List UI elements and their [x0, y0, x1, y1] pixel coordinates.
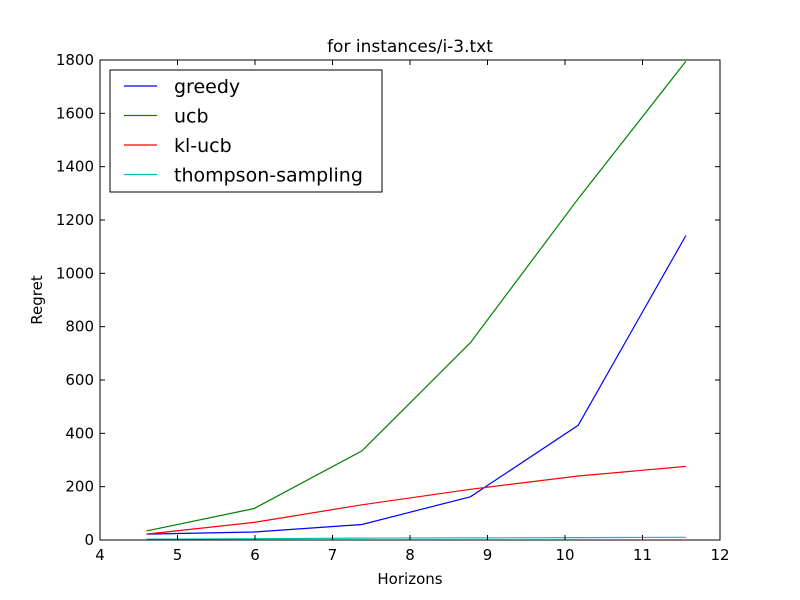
chart-title: for instances/i-3.txt	[327, 37, 493, 57]
series-layer	[146, 60, 687, 540]
y-tick-label: 1400	[56, 158, 94, 176]
x-tick-label: 8	[405, 546, 415, 564]
x-tick-label: 10	[555, 546, 574, 564]
legend-label-kl-ucb: kl-ucb	[174, 135, 232, 157]
y-tick-label: 200	[65, 478, 94, 496]
legend: greedy ucb kl-ucb thompson-sampling	[109, 69, 383, 193]
legend-label-greedy: greedy	[174, 76, 240, 98]
y-tick-label: 800	[65, 318, 94, 336]
y-axis: 0 200 400 600 800 1000 1200 1400 1600 1800	[56, 51, 720, 549]
x-tick-label: 7	[328, 546, 338, 564]
x-tick-label: 4	[95, 546, 105, 564]
x-axis-title: Horizons	[377, 570, 442, 588]
y-axis-title: Regret	[28, 275, 46, 325]
x-axis: 4 5 6 7 8 9 10 11 12	[95, 60, 730, 564]
y-tick-label: 0	[84, 531, 94, 549]
series-line-thompson-sampling	[146, 536, 686, 540]
legend-label-thompson-sampling: thompson-sampling	[174, 165, 363, 187]
legend-box	[109, 69, 383, 193]
x-tick-label: 11	[633, 546, 652, 564]
y-tick-label: 1000	[56, 264, 94, 282]
x-tick-label: 12	[710, 546, 729, 564]
series-line-ucb	[146, 60, 687, 532]
series-line-greedy	[146, 235, 687, 535]
y-tick-label: 1800	[56, 51, 94, 69]
y-tick-label: 400	[65, 424, 94, 442]
x-tick-label: 6	[250, 546, 260, 564]
series-line-kl-ucb	[146, 465, 686, 535]
x-tick-label: 5	[173, 546, 183, 564]
y-tick-label: 1600	[56, 104, 94, 122]
y-tick-label: 1200	[56, 211, 94, 229]
y-tick-label: 600	[65, 371, 94, 389]
x-tick-label: 9	[483, 546, 493, 564]
legend-label-ucb: ucb	[174, 106, 209, 128]
